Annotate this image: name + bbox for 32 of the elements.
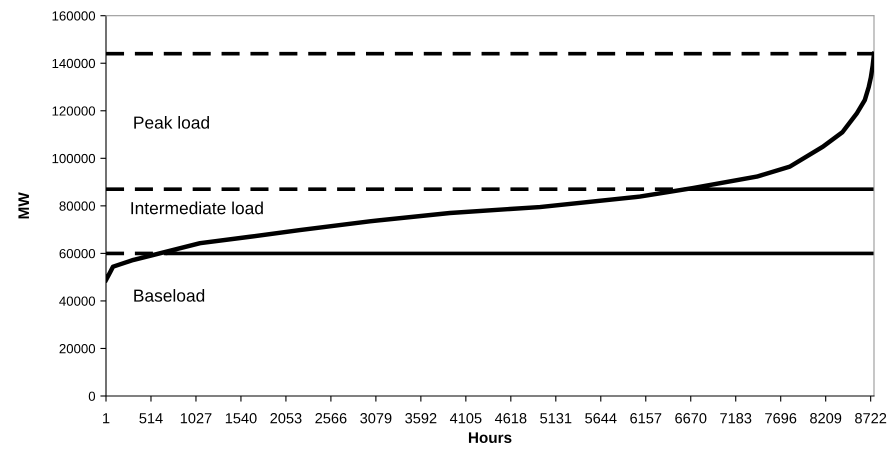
y-tick-label: 80000 <box>59 201 96 211</box>
y-tick-label: 100000 <box>52 154 96 164</box>
annotation: Intermediate load <box>131 202 263 214</box>
x-tick-label: 5131 <box>540 413 572 424</box>
x-tick-label: 6670 <box>675 413 706 424</box>
x-tick-label: 3592 <box>405 413 436 424</box>
y-tick-label: 20000 <box>60 344 96 354</box>
y-tick-label: 120000 <box>52 106 96 116</box>
x-axis-title: Hours <box>468 432 512 444</box>
y-tick-label: 40000 <box>59 296 96 306</box>
x-tick-label: 8722 <box>855 413 886 424</box>
y-tick-label: 140000 <box>52 58 96 68</box>
x-tick-label: 4105 <box>450 413 482 424</box>
x-tick-label: 514 <box>139 413 163 424</box>
x-tick-label: 2053 <box>270 413 302 424</box>
x-tick-label: 4618 <box>494 413 526 424</box>
x-tick-label: 8209 <box>810 413 842 424</box>
x-tick-label: 1027 <box>180 413 212 424</box>
annotation: Baseload <box>134 289 204 302</box>
annotation: Peak load <box>134 116 209 129</box>
x-tick-label: 6157 <box>630 413 662 424</box>
y-tick-label: 0 <box>88 392 96 401</box>
x-tick-label: 2566 <box>315 413 346 424</box>
x-tick-label: 7696 <box>765 413 796 424</box>
x-tick-label: 1 <box>103 413 110 424</box>
y-tick-label: 60000 <box>60 248 96 258</box>
x-tick-label: 7183 <box>720 413 752 424</box>
y-tick-label: 160000 <box>52 11 96 21</box>
x-tick-label: 5644 <box>585 413 617 424</box>
y-axis-title: MW <box>18 192 29 218</box>
x-tick-label: 3079 <box>360 413 392 424</box>
x-tick-label: 1540 <box>226 413 257 424</box>
